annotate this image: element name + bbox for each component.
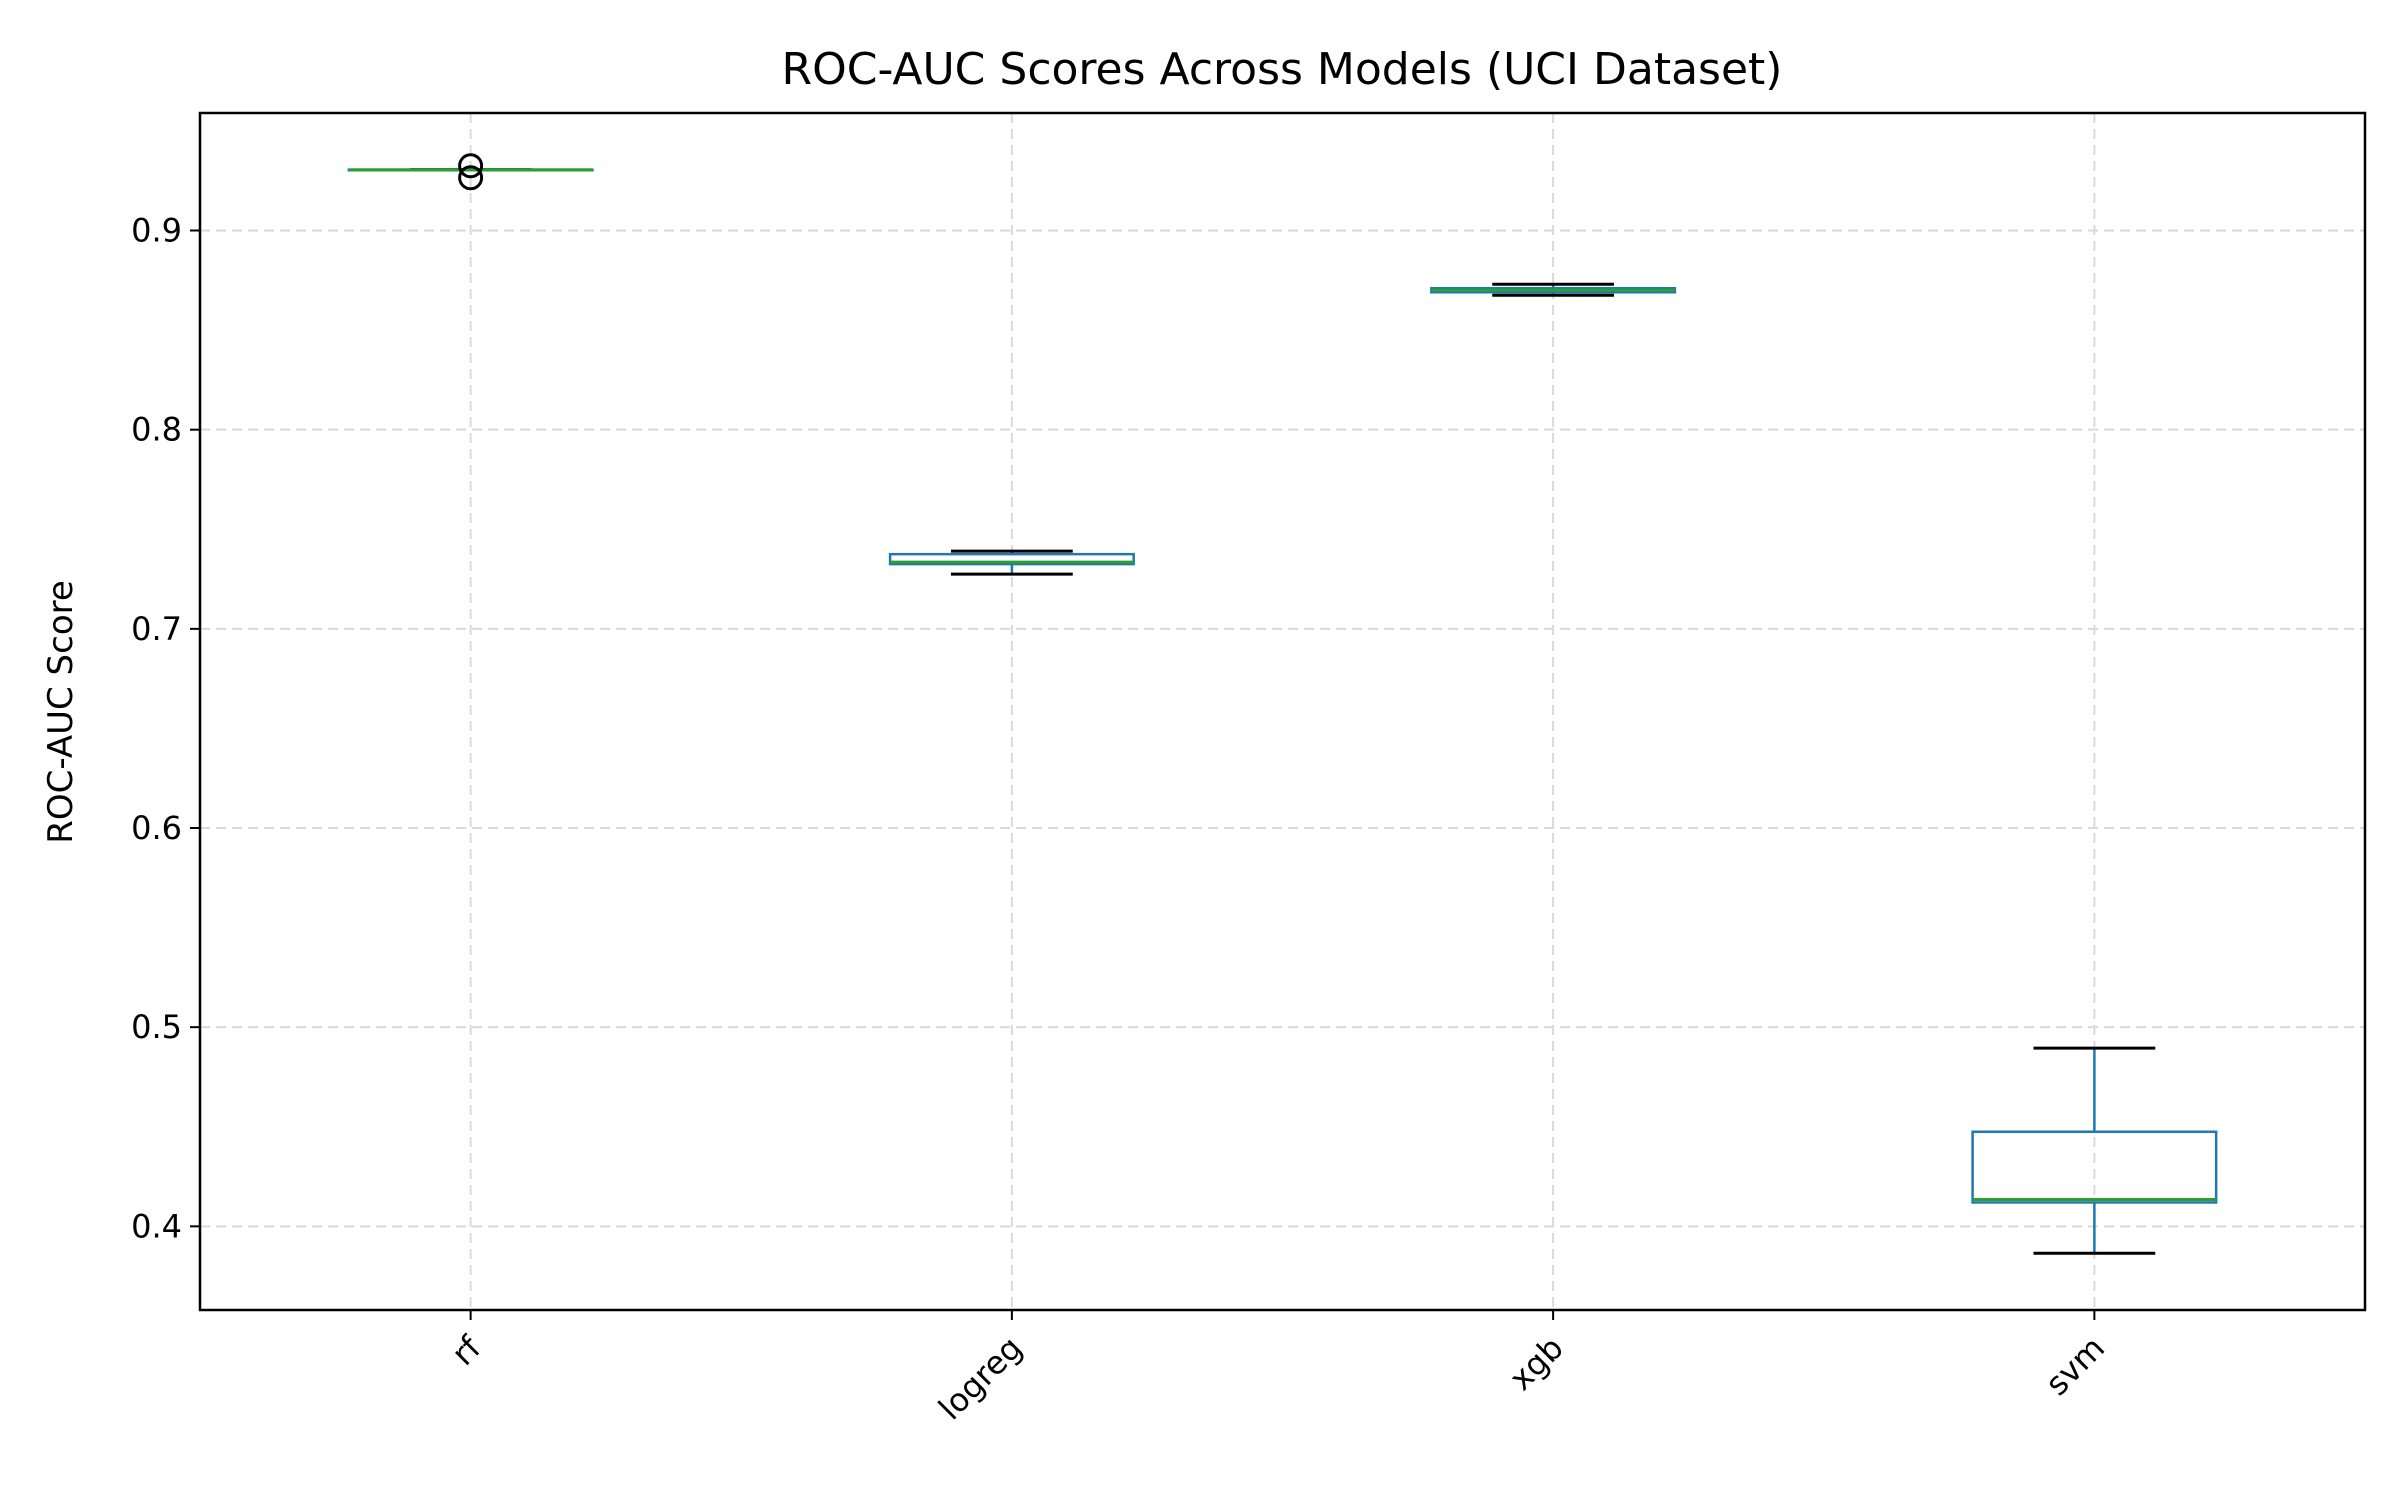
outlier-point xyxy=(458,165,484,191)
y-tick-label: 0.9 xyxy=(131,212,182,250)
box-rf xyxy=(347,153,594,191)
outlier-point xyxy=(458,153,484,179)
y-tick-label: 0.4 xyxy=(131,1207,182,1245)
y-axis-label: ROC-AUC Score xyxy=(41,580,81,844)
plot-frame xyxy=(198,111,2367,1312)
box-xgb xyxy=(1430,282,1677,297)
box-logreg xyxy=(888,549,1135,576)
iqr-box xyxy=(1971,1130,2218,1204)
iqr-box xyxy=(888,552,1135,566)
y-tick-label: 0.8 xyxy=(131,411,182,449)
box-layer xyxy=(347,153,2218,1255)
grid-layer xyxy=(200,113,2365,1310)
box-svm xyxy=(1971,1046,2218,1255)
y-tick-label: 0.7 xyxy=(131,610,182,648)
y-tick-label: 0.6 xyxy=(131,809,182,847)
y-tick-label: 0.5 xyxy=(131,1008,182,1046)
chart-title: ROC-AUC Scores Across Models (UCI Datase… xyxy=(782,44,1783,95)
